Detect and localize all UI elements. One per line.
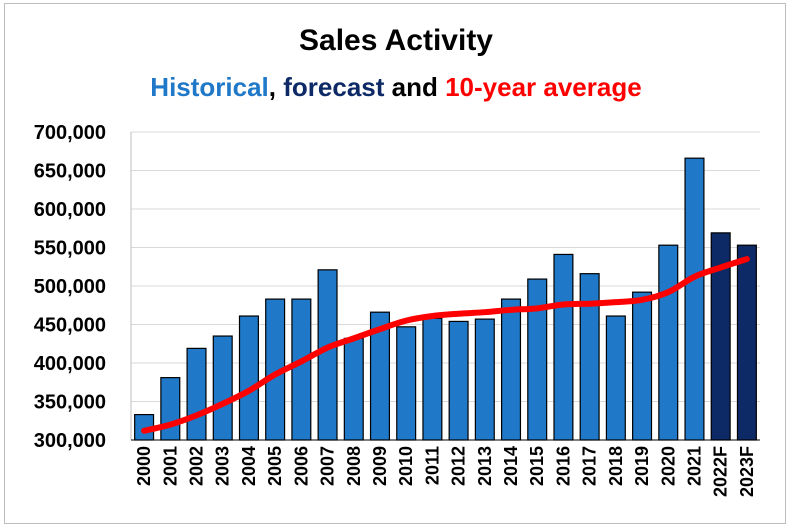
historical-bar	[317, 269, 338, 441]
historical-bar	[212, 335, 233, 441]
historical-bar	[474, 318, 495, 441]
historical-bar	[684, 157, 705, 441]
chart-frame	[4, 3, 786, 524]
y-tick-label: 300,000	[34, 430, 106, 452]
x-tick-label: 2005	[265, 446, 285, 486]
chart-subtitle: Historical, forecast and 10-year average	[0, 72, 792, 103]
x-tick-label: 2008	[344, 446, 364, 486]
historical-bar	[658, 244, 679, 441]
historical-bar	[343, 337, 364, 441]
x-tick-label: 2019	[632, 446, 652, 486]
x-tick-label: 2009	[370, 446, 390, 486]
subtitle-part: 10-year average	[445, 72, 642, 102]
subtitle-part: forecast	[283, 72, 385, 102]
x-tick-label: 2021	[684, 446, 704, 486]
forecast-bar	[710, 232, 731, 441]
historical-bar	[448, 320, 469, 441]
subtitle-part: Historical	[150, 72, 269, 102]
subtitle-part: ,	[268, 72, 284, 102]
x-tick-label: 2001	[160, 446, 180, 486]
ten-year-average-line	[141, 256, 750, 434]
x-tick-label: 2006	[291, 446, 311, 486]
historical-bar	[422, 317, 443, 441]
y-tick-label: 350,000	[34, 392, 106, 414]
y-tick-label: 400,000	[34, 353, 106, 375]
x-tick-label: 2017	[580, 446, 600, 486]
x-tick-label: 2015	[527, 446, 547, 486]
x-tick-label: 2011	[422, 446, 442, 485]
historical-bar	[369, 311, 391, 441]
x-tick-label: 2012	[449, 446, 469, 486]
historical-bar	[553, 253, 574, 441]
subtitle-part: and	[384, 72, 446, 102]
x-tick-label: 2013	[475, 446, 495, 486]
x-tick-label: 2003	[213, 446, 233, 486]
x-tick-label: 2002	[187, 446, 207, 486]
historical-bar	[238, 315, 259, 441]
x-tick-label: 2018	[606, 446, 626, 486]
x-tick-label: 2010	[396, 446, 416, 486]
historical-bar	[396, 326, 417, 441]
x-tick-label: 2004	[239, 446, 259, 486]
historical-bar	[186, 347, 207, 441]
x-tick-label: 2023F	[737, 446, 757, 497]
y-tick-label: 700,000	[34, 122, 106, 144]
chart-title: Sales Activity	[299, 24, 493, 57]
historical-bar	[527, 278, 548, 441]
historical-bar	[500, 298, 522, 441]
x-tick-label: 2000	[134, 446, 154, 486]
x-tick-label: 2007	[318, 446, 338, 486]
x-tick-label: 2020	[658, 446, 678, 486]
x-tick-label: 2016	[553, 446, 573, 486]
forecast-bar	[736, 244, 757, 441]
historical-bar	[160, 377, 181, 441]
y-tick-label: 450,000	[34, 315, 106, 337]
y-tick-label: 500,000	[34, 276, 106, 298]
historical-bar	[605, 315, 626, 441]
y-tick-label: 550,000	[34, 238, 106, 260]
historical-bar	[579, 273, 600, 441]
y-tick-label: 650,000	[34, 161, 106, 183]
historical-bar	[291, 298, 312, 441]
y-tick-label: 600,000	[34, 199, 106, 221]
x-tick-label: 2014	[501, 446, 521, 486]
historical-bar	[632, 291, 653, 441]
x-tick-label: 2022F	[711, 446, 731, 497]
